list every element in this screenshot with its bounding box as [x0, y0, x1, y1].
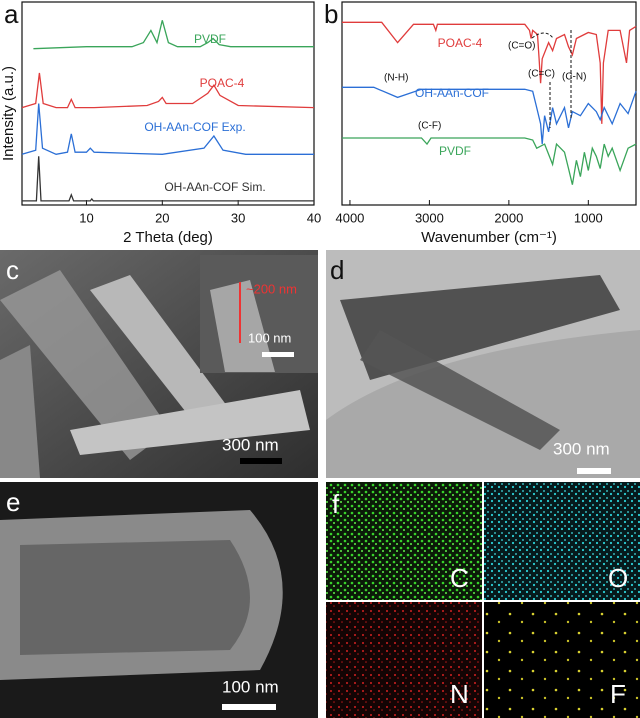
- series-label: OH-AAn-COF: [415, 86, 489, 100]
- element-label: C: [450, 563, 469, 593]
- scale-bar-label: 300 nm: [553, 439, 610, 458]
- x-tick-label: 40: [307, 210, 321, 225]
- spectrum-line: [21, 72, 315, 109]
- spectrum-line: [33, 20, 314, 50]
- series-label: PVDF: [439, 144, 471, 158]
- annotation: (C-F): [418, 121, 441, 132]
- panel-label: e: [6, 487, 20, 517]
- scale-bar-label: 100 nm: [222, 677, 279, 696]
- x-tick-label: 4000: [335, 210, 364, 225]
- y-axis-label: Intensity (a.u.): [0, 66, 17, 161]
- element-label: O: [608, 563, 628, 593]
- sem-image: [0, 250, 318, 478]
- tem-image: [326, 250, 640, 478]
- x-tick-label: 3000: [415, 210, 444, 225]
- spectrum-line: [21, 103, 314, 155]
- series-label: PVDF: [194, 32, 226, 46]
- panel-label: b: [324, 0, 338, 29]
- eds-maps: [326, 482, 640, 718]
- annotation: (C=C): [528, 69, 555, 80]
- arrow: [531, 32, 554, 39]
- x-axis-label: Wavenumber (cm⁻¹): [421, 229, 557, 246]
- x-tick-label: 2000: [494, 210, 523, 225]
- spectrum-line: [342, 137, 637, 185]
- x-tick-label: 30: [231, 210, 245, 225]
- annotation: (N-H): [384, 73, 408, 84]
- panel-label: c: [6, 255, 19, 285]
- series-label: POAC-4: [200, 76, 245, 90]
- plot-frame: [341, 1, 637, 206]
- scale-bar-label: 300 nm: [222, 435, 279, 454]
- charts: 10 20 30 40 2 Theta (deg) Intensity (a.u.) a PV…: [0, 0, 637, 246]
- spectrum-line: [342, 21, 637, 124]
- annotation: ~200 nm: [246, 281, 297, 296]
- scale-bar-label: 100 nm: [248, 330, 291, 345]
- spectrum-line: [22, 156, 314, 202]
- x-axis-label: 2 Theta (deg): [123, 229, 213, 246]
- plot-frame: [21, 1, 315, 206]
- x-tick-label: 20: [155, 210, 169, 225]
- panel-label: f: [332, 489, 340, 519]
- series-label: OH-AAn-COF Sim.: [164, 180, 265, 194]
- stem-image: [0, 482, 318, 718]
- annotation: (C=O): [508, 41, 536, 52]
- x-tick-label: 10: [79, 210, 93, 225]
- series-label: POAC-4: [438, 36, 483, 50]
- element-label: N: [450, 679, 469, 709]
- series-label: OH-AAn-COF Exp.: [144, 120, 245, 134]
- annotation: (C-N): [562, 72, 586, 83]
- panel-label: d: [330, 255, 344, 285]
- element-label: F: [610, 679, 626, 709]
- spectrum-line: [342, 86, 637, 145]
- x-tick-label: 1000: [574, 210, 603, 225]
- panel-label: a: [4, 0, 19, 29]
